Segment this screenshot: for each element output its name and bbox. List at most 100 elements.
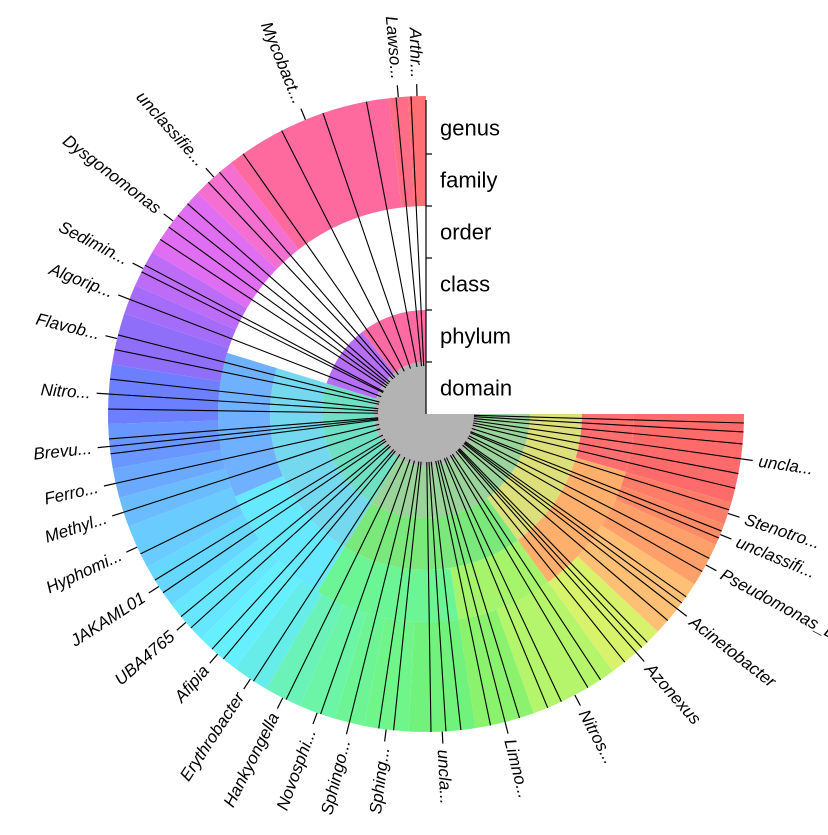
leaf-divider-22: [443, 458, 549, 709]
genus-segment-19: [112, 449, 226, 498]
genus-label-22: Flavob...: [34, 310, 102, 344]
genus-label-9: Sphing...: [366, 746, 393, 815]
genus-segment-7: [458, 609, 534, 729]
genus-label-5: Azonexus: [640, 659, 705, 729]
leaf-divider-62: [281, 130, 405, 372]
genus-segment-26: [197, 162, 299, 270]
rank-label-order: order: [440, 220, 491, 245]
leaf-divider-24: [437, 460, 506, 723]
leaf-dividers: [108, 96, 744, 732]
leaf-divider-47: [108, 408, 379, 414]
leaf-divider-28: [426, 461, 432, 732]
leaf-divider-20: [449, 455, 589, 688]
leaf-divider-7: [470, 431, 722, 532]
leaf-divider-6: [471, 427, 730, 511]
leaf-divider-56: [168, 226, 388, 387]
leaf-divider-45: [109, 418, 379, 447]
label-tick-12: [276, 697, 284, 709]
genus-label-20: Brevu...: [32, 439, 92, 464]
label-tick-0: [740, 458, 753, 462]
label-tick-25: [163, 213, 174, 222]
genus-label-18: Methyl...: [42, 509, 109, 547]
genus-label-14: Afipia: [170, 662, 213, 707]
genus-label-15: UBA4765: [111, 627, 179, 689]
label-tick-23: [118, 294, 130, 300]
rank-label-phylum: phylum: [440, 324, 511, 349]
leaf-divider-10: [467, 437, 703, 573]
leaf-divider-60: [219, 171, 396, 378]
leaf-divider-39: [162, 440, 387, 594]
order-segment-10: [450, 540, 549, 620]
label-tick-27: [300, 108, 307, 120]
leaf-divider-52: [129, 298, 382, 398]
genus-label-17: Hyphomi...: [43, 546, 125, 597]
leaf-divider-36: [211, 449, 395, 650]
leaf-divider-57: [177, 214, 389, 385]
genus-segment-2: [615, 485, 725, 545]
label-tick-14: [209, 653, 219, 664]
genus-label-28: Lawso...: [382, 15, 406, 80]
genus-segment-15: [171, 538, 279, 639]
label-tick-22: [105, 335, 118, 340]
leaf-divider-55: [159, 238, 387, 389]
label-tick-13: [243, 678, 251, 690]
leaf-divider-16: [458, 448, 643, 648]
leaf-divider-2: [473, 417, 743, 445]
genus-label-16: JAKAML01: [66, 588, 149, 651]
leaf-divider-27: [428, 461, 447, 732]
leaf-divider-41: [140, 434, 384, 555]
leaf-divider-8: [469, 432, 720, 539]
label-tick-6: [574, 694, 581, 706]
order-segment-13: [217, 352, 283, 497]
label-tick-19: [103, 482, 116, 487]
leaf-divider-37: [190, 445, 391, 629]
leaf-divider-23: [439, 459, 521, 719]
leaf-divider-9: [468, 435, 710, 559]
leaf-divider-34: [253, 454, 401, 682]
leaf-divider-61: [242, 153, 399, 376]
leaf-divider-33: [285, 456, 406, 700]
leaf-divider-15: [459, 448, 648, 643]
leaf-divider-18: [455, 451, 626, 663]
leaf-divider-17: [457, 449, 637, 653]
genus-label-0: unclа...: [757, 452, 814, 479]
label-tick-16: [148, 585, 160, 594]
genus-label-11: Novosphi...: [273, 726, 320, 812]
leaf-divider-38: [180, 444, 390, 618]
leaf-divider-46: [108, 417, 379, 440]
genus-label-7: Limno...: [500, 737, 533, 800]
genus-label-24: Sedimin...: [56, 217, 132, 268]
leaf-divider-13: [463, 442, 678, 610]
rank-label-domain: domain: [440, 376, 512, 401]
genus-segment-25: [152, 192, 277, 309]
leaf-divider-3: [473, 420, 741, 460]
genus-segment-17: [128, 487, 244, 568]
genus-segment-18: [119, 468, 232, 527]
genus-label-23: Algorip...: [46, 259, 116, 301]
label-ticks: [96, 84, 753, 744]
leaf-divider-30: [378, 461, 420, 729]
leaf-divider-25: [435, 460, 492, 726]
label-tick-4: [676, 608, 688, 617]
order-segment-9: [517, 457, 626, 583]
leaf-divider-58: [187, 203, 391, 383]
leaf-divider-53: [141, 271, 384, 394]
leaf-divider-42: [123, 428, 381, 513]
leaf-divider-4: [473, 422, 739, 475]
leaf-divider-49: [109, 378, 379, 410]
label-tick-10: [345, 722, 350, 735]
genus-segment-13: [235, 580, 322, 689]
leaf-divider-14: [462, 444, 669, 621]
label-tick-18: [111, 511, 124, 517]
genus-label-25: Dysgonomonas: [59, 131, 165, 218]
leaf-divider-65: [395, 97, 423, 367]
leaf-divider-26: [430, 461, 462, 731]
leaf-divider-63: [322, 112, 411, 369]
label-tick-11: [312, 712, 318, 725]
order-segment-8: [575, 414, 634, 473]
genus-segment-22: [111, 313, 229, 382]
label-tick-5: [635, 652, 645, 662]
label-tick-15: [176, 621, 187, 631]
label-tick-28: [396, 85, 399, 98]
